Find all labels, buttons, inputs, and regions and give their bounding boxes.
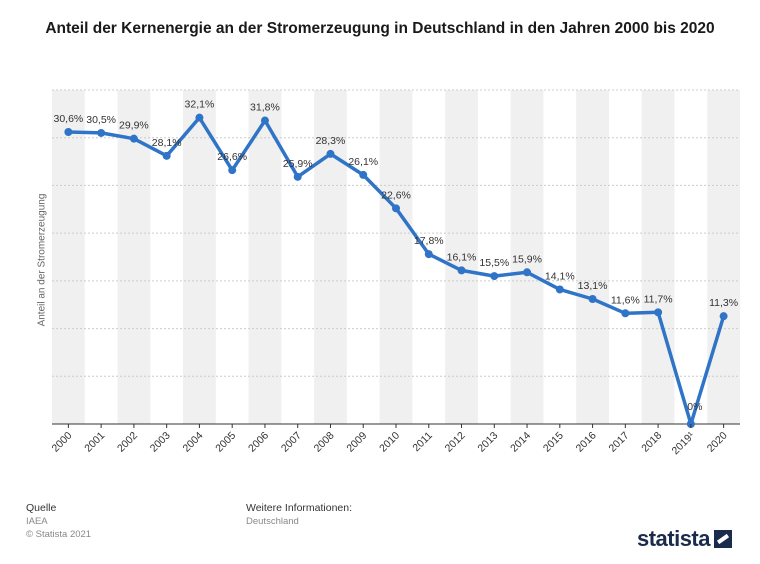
data-point [326, 149, 335, 158]
x-tick-label: 2013 [475, 430, 500, 455]
x-tick-label: 2000 [49, 430, 74, 455]
line-chart: 30,6% 30,5% 29,9%28,1% 32,1% 26,6% 31,8% 25,9%… [49, 89, 740, 457]
data-label: 28,1% [152, 137, 182, 149]
data-label: 13,1% [578, 280, 608, 292]
data-point [97, 128, 106, 137]
source-label: Quelle [26, 502, 57, 514]
data-label: 31,8% [250, 102, 280, 114]
column-band [314, 90, 347, 424]
x-tick-label: 2009 [344, 430, 369, 455]
data-label: 22,6% [381, 189, 411, 201]
x-tick-label: 2005 [213, 430, 238, 455]
data-point [129, 134, 138, 143]
data-point [162, 151, 171, 160]
data-point [588, 294, 597, 303]
data-label: 15,5% [479, 257, 509, 269]
column-band [379, 90, 413, 424]
column-band [510, 90, 544, 424]
data-label: 30,5% [86, 114, 116, 126]
info-block: Weitere Informationen: Deutschland [246, 502, 352, 528]
x-tick-label: 2010 [377, 430, 402, 455]
data-point [359, 170, 368, 179]
data-point [260, 116, 269, 125]
x-tick-label: 2008 [312, 430, 337, 455]
data-label: 17,8% [414, 235, 444, 247]
source-value: IAEA [26, 516, 48, 527]
column-band [445, 90, 478, 424]
x-tick-label: 2014 [508, 430, 533, 455]
x-tick-label: 2018 [639, 430, 664, 455]
column-band [707, 90, 740, 424]
source-block: Quelle IAEA © Statista 2021 [26, 502, 91, 541]
data-label: 32,1% [185, 99, 215, 111]
column-band [52, 90, 85, 424]
logo-text: statista [636, 526, 711, 551]
column-band [248, 90, 282, 424]
data-point [523, 268, 532, 277]
data-point [293, 172, 302, 181]
data-label: 11,7% [644, 293, 673, 305]
logo-icon [714, 530, 732, 548]
x-tick-label: 2012 [443, 430, 468, 455]
info-label[interactable]: Weitere Informationen: [246, 502, 353, 514]
data-label: 28,3% [316, 135, 346, 147]
copyright: © Statista 2021 [26, 529, 92, 540]
x-tick-label: 2019¹ [670, 429, 698, 457]
data-label: 15,9% [512, 253, 542, 265]
data-label: 11,3% [709, 297, 738, 309]
data-point [392, 204, 400, 213]
data-label: 16,1% [447, 251, 477, 263]
data-label: 26,1% [348, 156, 378, 168]
statista-logo[interactable]: statista [637, 526, 732, 552]
data-point [64, 127, 73, 136]
x-tick-label: 2016 [574, 430, 599, 455]
x-tick-label: 2007 [279, 430, 304, 455]
data-point [621, 309, 630, 318]
data-label: 30,6% [53, 113, 83, 125]
data-point [490, 272, 499, 281]
x-tick-label: 2001 [82, 430, 107, 455]
x-tick-label: 2015 [541, 430, 566, 455]
data-label: 25,9% [283, 158, 313, 170]
x-tick-label: 2002 [115, 430, 140, 455]
column-band [576, 90, 609, 424]
x-tick-label: 2004 [181, 430, 206, 455]
x-tick-label: 2006 [246, 430, 271, 455]
x-tick-label: 2017 [606, 430, 631, 455]
x-tick-label: 2003 [148, 430, 173, 455]
data-point [424, 250, 433, 259]
x-tick-label: 2011 [410, 430, 435, 455]
data-point [555, 285, 564, 294]
column-band [641, 90, 675, 424]
chart-title: Anteil der Kernenergie an der Stromerzeu… [45, 20, 715, 37]
data-point [228, 166, 237, 175]
column-band [183, 90, 216, 424]
data-point [654, 308, 663, 317]
x-tick-label: 2020 [705, 430, 730, 455]
data-point [195, 113, 204, 122]
data-label: 26,6% [217, 151, 247, 163]
data-label: 0% [687, 401, 702, 413]
data-point [457, 266, 466, 275]
data-label: 14,1% [545, 270, 575, 282]
data-label: 11,6% [611, 294, 640, 306]
info-value: Deutschland [246, 516, 299, 527]
data-point [719, 312, 728, 321]
data-label: 29,9% [119, 120, 149, 132]
